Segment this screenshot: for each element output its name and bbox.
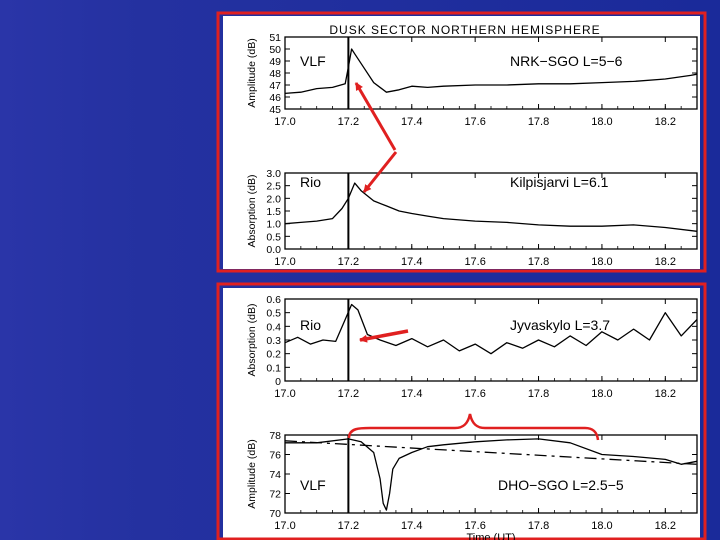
x-tick-label: 18.0 bbox=[591, 116, 612, 128]
x-tick-label: 17.0 bbox=[274, 388, 295, 400]
x-tick-label: 17.2 bbox=[338, 116, 359, 128]
x-tick-label: 17.6 bbox=[464, 520, 485, 532]
y-tick-label: 0.5 bbox=[266, 231, 281, 243]
x-tick-label: 17.8 bbox=[528, 388, 549, 400]
y-tick-label: 78 bbox=[269, 430, 281, 442]
baseline-line bbox=[284, 440, 698, 465]
y-tick-label: 1.0 bbox=[266, 219, 281, 231]
x-tick-label: 17.2 bbox=[338, 520, 359, 532]
y-axis-label: Absorption (dB) bbox=[246, 175, 258, 248]
x-tick-label: 17.6 bbox=[464, 116, 485, 128]
arrow-to-vlf-peak bbox=[354, 82, 397, 151]
y-tick-label: 47 bbox=[269, 80, 281, 92]
y-tick-label: 76 bbox=[269, 450, 281, 462]
station-label: NRK−SGO L=5−6 bbox=[510, 53, 623, 69]
y-tick-label: 2.5 bbox=[266, 181, 281, 193]
x-tick-label: 17.8 bbox=[528, 256, 549, 268]
x-tick-label: 18.2 bbox=[655, 256, 676, 268]
x-tick-label: 18.0 bbox=[591, 520, 612, 532]
y-tick-label: 0.4 bbox=[266, 321, 281, 333]
upper-highlight-frame bbox=[216, 11, 707, 273]
x-tick-label: 17.6 bbox=[464, 256, 485, 268]
x-tick-label: 17.8 bbox=[528, 116, 549, 128]
instrument-label: Rio bbox=[300, 174, 321, 190]
x-tick-label: 17.6 bbox=[464, 388, 485, 400]
arrow-to-jyvaskylo-peak bbox=[359, 329, 409, 343]
lower-figure-panel bbox=[223, 288, 700, 538]
y-tick-label: 0.2 bbox=[266, 349, 281, 361]
y-tick-label: 50 bbox=[269, 44, 281, 56]
y-tick-label: 48 bbox=[269, 68, 281, 80]
figure-title: DUSK SECTOR NORTHERN HEMISPHERE bbox=[329, 23, 600, 37]
x-tick-label: 17.0 bbox=[274, 116, 295, 128]
y-tick-label: 0 bbox=[275, 376, 281, 388]
y-tick-label: 3.0 bbox=[266, 168, 281, 180]
y-tick-label: 45 bbox=[269, 104, 281, 116]
upper-figure-panel bbox=[223, 16, 700, 269]
x-tick-label: 18.2 bbox=[655, 116, 676, 128]
y-tick-label: 0.3 bbox=[266, 335, 281, 347]
instrument-label: VLF bbox=[300, 53, 326, 69]
y-tick-label: 46 bbox=[269, 92, 281, 104]
x-tick-label: 17.0 bbox=[274, 256, 295, 268]
y-tick-label: 72 bbox=[269, 489, 281, 501]
y-tick-label: 1.5 bbox=[266, 206, 281, 218]
x-tick-label: 17.0 bbox=[274, 520, 295, 532]
lower-highlight-frame bbox=[216, 282, 707, 540]
x-tick-label: 17.2 bbox=[338, 256, 359, 268]
y-tick-label: 70 bbox=[269, 508, 281, 520]
x-tick-label: 17.2 bbox=[338, 388, 359, 400]
plot-rio-jyvaskylo: 0 0.10.2 0.3 0.40.5 0.6 17.0 17.2 17.4 17.6 17.8 1… bbox=[246, 294, 698, 400]
y-tick-label: 74 bbox=[269, 469, 281, 481]
station-label: Kilpisjarvi L=6.1 bbox=[510, 174, 609, 190]
station-label: Jyvaskylo L=3.7 bbox=[510, 317, 610, 333]
y-axis-label: Absorption (dB) bbox=[246, 304, 258, 377]
arrow-to-rio-peak bbox=[362, 151, 398, 193]
x-tick-label: 18.0 bbox=[591, 388, 612, 400]
x-axis-label: Time (UT) bbox=[466, 532, 515, 540]
instrument-label: Rio bbox=[300, 317, 321, 333]
station-label: DHO−SGO L=2.5−5 bbox=[498, 477, 624, 493]
series-line bbox=[285, 438, 698, 511]
x-tick-label: 17.4 bbox=[401, 388, 422, 400]
y-tick-label: 49 bbox=[269, 56, 281, 68]
plot-vlf-dho-sgo: 70 72 74 76 78 17.0 17.2 17.4 17.6 17.8 18.0 18.2 Am… bbox=[246, 430, 698, 540]
series-line bbox=[284, 182, 698, 232]
y-axis-label: Amplitude (dB) bbox=[246, 439, 258, 508]
y-tick-label: 0.5 bbox=[266, 308, 281, 320]
series-line bbox=[284, 48, 698, 95]
y-tick-label: 0.6 bbox=[266, 294, 281, 306]
series-line bbox=[284, 303, 698, 355]
x-tick-label: 17.4 bbox=[401, 256, 422, 268]
x-tick-label: 18.2 bbox=[655, 388, 676, 400]
y-tick-label: 0.1 bbox=[266, 362, 281, 374]
x-tick-label: 18.0 bbox=[591, 256, 612, 268]
y-tick-label: 51 bbox=[269, 32, 281, 44]
y-tick-label: 0.0 bbox=[266, 244, 281, 256]
instrument-label: VLF bbox=[300, 477, 326, 493]
x-tick-label: 17.8 bbox=[528, 520, 549, 532]
y-tick-label: 2.0 bbox=[266, 193, 281, 205]
x-tick-label: 17.4 bbox=[401, 116, 422, 128]
y-axis-label: Amplitude (dB) bbox=[246, 38, 258, 107]
x-tick-label: 17.4 bbox=[401, 520, 422, 532]
event-brace bbox=[347, 413, 600, 441]
plot-rio-kilpisjarvi: 0.00.51.01.52.02.53.0 17.0 17.2 17.4 17.6 17.… bbox=[246, 168, 698, 268]
x-tick-label: 18.2 bbox=[655, 520, 676, 532]
